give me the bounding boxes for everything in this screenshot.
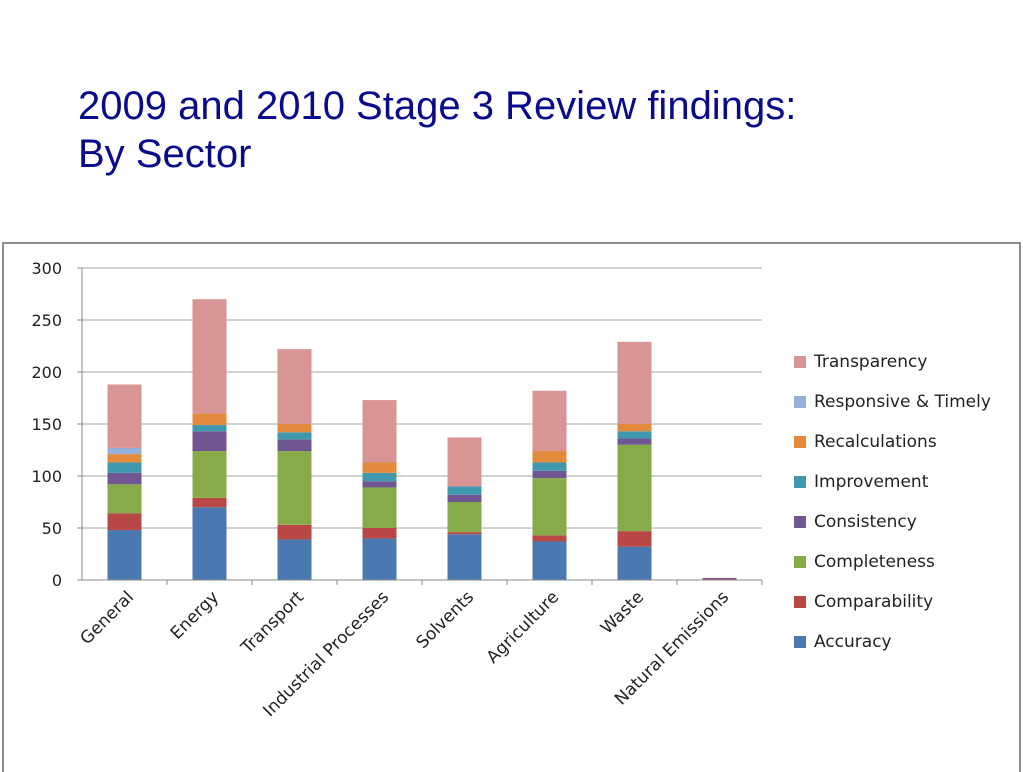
bar-segment <box>107 462 142 473</box>
legend-swatch <box>794 436 806 448</box>
legend-swatch <box>794 396 806 408</box>
bar-segment <box>532 535 567 542</box>
x-tick-label: Energy <box>167 587 223 643</box>
y-tick-label: 150 <box>31 415 62 434</box>
legend-label: Consistency <box>814 512 917 532</box>
bar-segment <box>362 538 397 580</box>
bar-segment <box>447 494 482 502</box>
bar-segment <box>532 462 567 471</box>
y-tick-label: 50 <box>42 519 62 538</box>
legend-label: Responsive & Timely <box>814 392 991 412</box>
bar-segment <box>447 534 482 580</box>
x-tick-label: Waste <box>597 587 648 638</box>
bar-segment <box>617 431 652 439</box>
bar-segment <box>362 472 397 482</box>
bar-segment <box>447 486 482 495</box>
title-line-1: 2009 and 2010 Stage 3 Review findings: <box>78 84 797 128</box>
bar-segment <box>192 425 227 432</box>
legend-swatch <box>794 556 806 568</box>
bar-segment <box>192 431 227 452</box>
bar-segment <box>192 497 227 508</box>
x-tick-label: Solvents <box>412 587 478 653</box>
bar-segment <box>192 507 227 580</box>
legend-label: Completeness <box>814 552 935 572</box>
legend-label: Improvement <box>814 472 929 492</box>
bar-segment <box>277 424 312 433</box>
bar-segment <box>702 577 737 579</box>
bar-segment <box>532 478 567 536</box>
chart-frame: 0 50 100 150 200 250 300 General Energy Transpor… <box>2 242 1021 772</box>
bar-segment <box>107 513 142 531</box>
bars <box>107 299 737 580</box>
bar-segment <box>107 454 142 463</box>
bar-segment <box>277 524 312 540</box>
x-tick-label: General <box>77 587 139 649</box>
bar-segment <box>702 578 737 580</box>
legend: Transparency Responsive & Timely Recalcula… <box>794 352 991 652</box>
bar-segment <box>617 438 652 445</box>
bar-segment <box>617 444 652 532</box>
y-tick-label: 300 <box>31 259 62 278</box>
bar-segment <box>447 502 482 533</box>
bar-segment <box>532 541 567 580</box>
bar-segment <box>107 472 142 485</box>
bar-segment <box>447 437 482 487</box>
legend-swatch <box>794 516 806 528</box>
y-axis: 0 50 100 150 200 250 300 <box>31 259 83 590</box>
bar-segment <box>617 424 652 432</box>
bar-segment <box>192 413 227 426</box>
bar-segment <box>107 484 142 514</box>
bar-segment <box>532 470 567 479</box>
bar-segment <box>277 439 312 452</box>
bar-segment <box>362 462 397 473</box>
bar-segment <box>107 530 142 580</box>
y-tick-label: 200 <box>31 363 62 382</box>
x-tick-label: Agriculture <box>483 587 563 667</box>
y-tick-label: 250 <box>31 311 62 330</box>
bar-segment <box>362 487 397 528</box>
bar-segment <box>362 400 397 463</box>
legend-label: Accuracy <box>814 632 892 652</box>
x-tick-label: Transport <box>237 587 308 658</box>
bar-segment <box>617 546 652 580</box>
bar-segment <box>532 390 567 452</box>
bar-segment <box>447 532 482 535</box>
bar-segment <box>532 451 567 463</box>
bar-segment <box>362 481 397 488</box>
bar-segment <box>277 349 312 424</box>
legend-label: Comparability <box>814 592 933 612</box>
stacked-bar-chart: 0 50 100 150 200 250 300 General Energy Transpor… <box>31 259 991 721</box>
bar-segment <box>617 531 652 547</box>
bar-segment <box>192 451 227 498</box>
title-line-2: By Sector <box>78 132 252 176</box>
bar-segment <box>617 341 652 424</box>
bar-segment <box>192 299 227 414</box>
gridlines <box>82 267 762 529</box>
y-tick-label: 0 <box>52 571 62 590</box>
legend-swatch <box>794 636 806 648</box>
legend-swatch <box>794 356 806 368</box>
bar-segment <box>277 539 312 580</box>
legend-swatch <box>794 476 806 488</box>
bar-segment <box>362 528 397 539</box>
legend-label: Recalculations <box>814 432 937 452</box>
bar-segment <box>107 384 142 448</box>
y-tick-label: 100 <box>31 467 62 486</box>
bar-segment <box>277 451 312 525</box>
legend-swatch <box>794 596 806 608</box>
bar-segment <box>277 432 312 440</box>
page-title: 2009 and 2010 Stage 3 Review findings: B… <box>78 82 796 178</box>
legend-label: Transparency <box>813 352 927 372</box>
bar-segment <box>107 447 142 455</box>
